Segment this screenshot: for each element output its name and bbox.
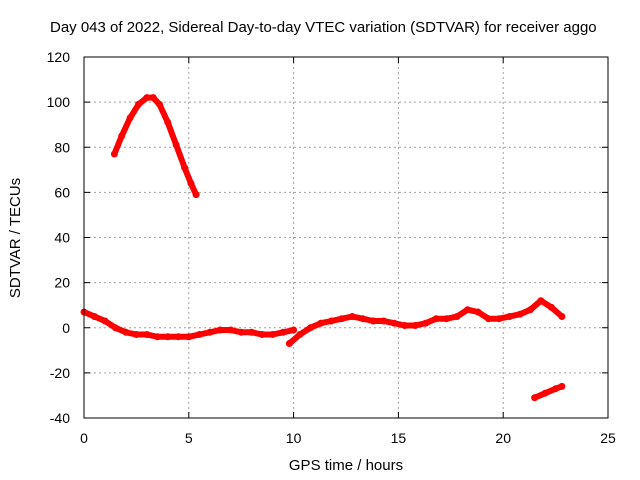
data-point [390, 319, 398, 327]
data-point [474, 308, 482, 316]
grid-layer [84, 57, 608, 418]
data-point [126, 114, 134, 122]
data-point [531, 394, 539, 402]
data-point [327, 317, 335, 325]
data-point [164, 333, 172, 341]
x-tick-label: 10 [286, 430, 302, 446]
data-point [495, 315, 503, 323]
y-tick-label: 120 [47, 49, 71, 65]
chart-title: Day 043 of 2022, Sidereal Day-to-day VTE… [50, 19, 597, 36]
x-tick-label: 15 [391, 430, 407, 446]
data-point [464, 306, 472, 314]
data-point [143, 94, 151, 102]
data-point [164, 118, 172, 126]
data-point [143, 331, 151, 338]
data-point [558, 313, 566, 320]
data-point [91, 313, 98, 320]
data-point [338, 315, 346, 323]
y-tick-label: 100 [47, 94, 71, 110]
data-point [185, 333, 193, 341]
data-point [153, 333, 161, 341]
data-point [547, 303, 555, 311]
data-point [279, 328, 287, 336]
data-point [192, 191, 200, 199]
data-point [537, 297, 545, 305]
y-tick-label: -20 [50, 365, 70, 381]
data-point [422, 319, 430, 327]
data-point [258, 331, 266, 338]
data-point [285, 340, 293, 347]
data-point [269, 331, 277, 338]
y-tick-label: 20 [54, 275, 70, 291]
series-arc-1 [111, 94, 200, 198]
x-tick-label: 25 [600, 430, 616, 446]
data-point [135, 100, 142, 108]
y-tick-label: 0 [62, 320, 70, 336]
y-tick-label: -40 [50, 410, 70, 426]
data-point [306, 324, 314, 332]
y-tick-label: 80 [54, 139, 70, 155]
data-point [237, 328, 245, 336]
data-point [453, 313, 461, 320]
data-point [380, 317, 388, 325]
data-point [132, 331, 140, 338]
data-point [485, 315, 492, 323]
data-point [206, 328, 214, 336]
data-point [432, 315, 440, 323]
data-point [290, 326, 298, 334]
x-tick-label: 5 [185, 430, 193, 446]
data-point [359, 315, 367, 323]
data-point [411, 322, 419, 329]
tick-layer: 0 5 10 15 20 25 -40 -20 0 20 40 60 80 100 120 [47, 49, 616, 446]
data-point [443, 315, 451, 323]
data-point [181, 164, 189, 172]
data-point [516, 310, 524, 318]
data-point [558, 382, 566, 390]
data-point [216, 326, 224, 334]
data-point [552, 385, 560, 393]
data-point [401, 322, 409, 329]
data-point [156, 100, 163, 108]
data-point [541, 389, 549, 397]
data-point [227, 326, 235, 334]
data-point [348, 313, 356, 320]
data-point [296, 331, 304, 338]
series-layer [80, 94, 566, 402]
data-point [187, 179, 195, 187]
y-tick-label: 40 [54, 230, 70, 246]
data-point [101, 317, 109, 325]
data-point [149, 94, 157, 102]
data-point [174, 333, 182, 341]
data-point [110, 150, 118, 158]
data-point [111, 324, 119, 332]
data-point [118, 132, 126, 140]
x-axis-label: GPS time / hours [289, 457, 403, 474]
data-point [506, 313, 513, 320]
data-point [248, 328, 256, 336]
data-point [369, 317, 377, 325]
data-point [122, 328, 130, 336]
data-point [195, 331, 203, 338]
y-tick-label: 60 [54, 184, 70, 200]
x-tick-label: 20 [495, 430, 511, 446]
data-point [172, 141, 180, 149]
y-axis-label: SDTVAR / TECUs [7, 178, 24, 298]
data-point [317, 319, 325, 327]
data-point [526, 306, 534, 314]
x-tick-label: 0 [80, 430, 88, 446]
